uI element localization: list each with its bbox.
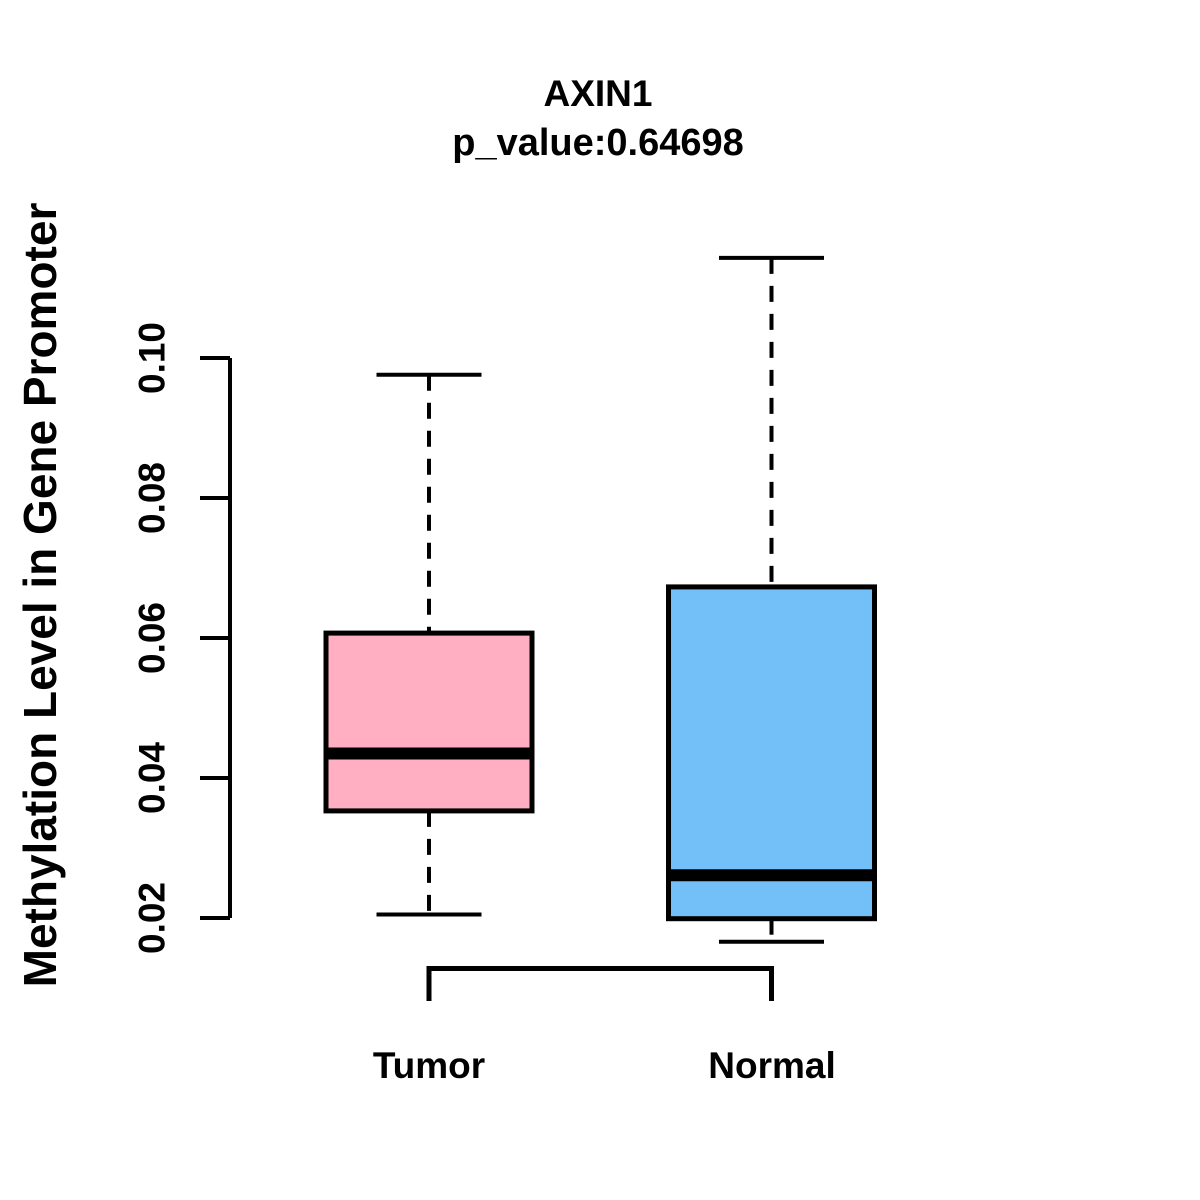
y-tick-label: 0.06 [131,601,173,675]
comparison-bracket [426,966,774,1001]
x-category-label-tumor: Tumor [372,1045,486,1086]
y-tick-label: 0.08 [131,461,173,535]
box-normal [666,584,877,922]
y-tick-label: 0.04 [131,741,173,815]
y-tick-label: 0.10 [131,321,173,395]
y-axis-label: Methylation Level in Gene Promoter [14,202,66,988]
chart-subtitle-pvalue: p_value:0.64698 [452,122,744,164]
chart-title: AXIN1 [543,73,653,114]
box-tumor [323,630,535,814]
y-tick-label: 0.02 [131,881,173,955]
x-category-label-normal: Normal [708,1045,836,1086]
